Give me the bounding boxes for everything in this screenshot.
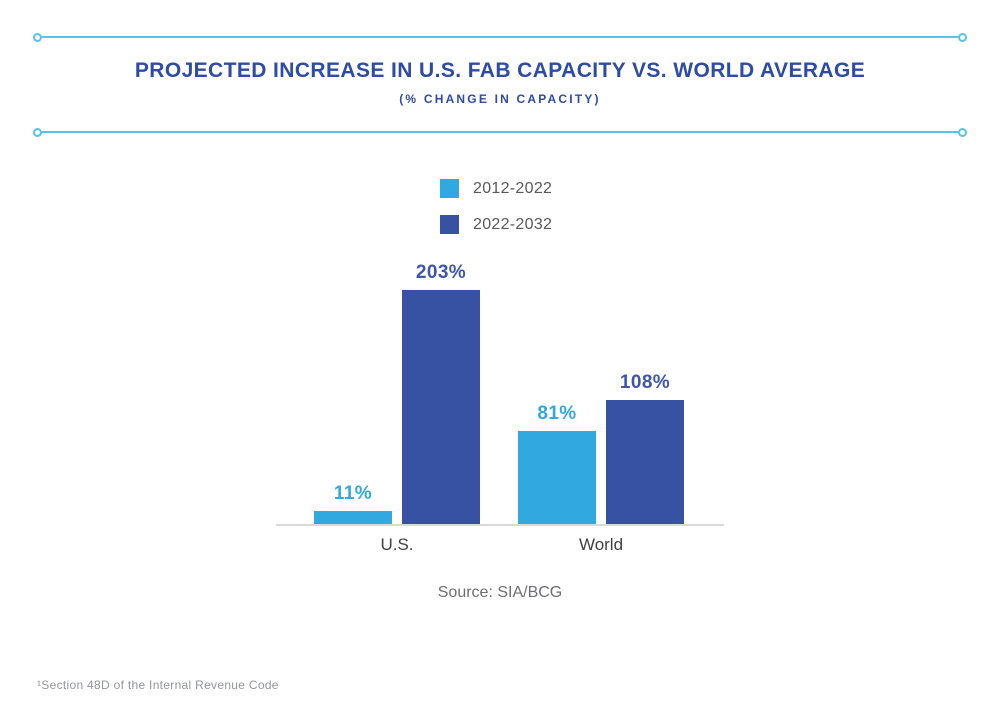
bar-world-2022-2032 <box>606 400 684 524</box>
bar-value-label: 11% <box>333 483 373 504</box>
footnote-text: ¹Section 48D of the Internal Revenue Cod… <box>37 678 279 692</box>
accent-line <box>42 36 958 38</box>
bar-wrap: 11% <box>314 483 392 524</box>
bar-us-2022-2032 <box>402 290 480 524</box>
bar-wrap: 108% <box>606 372 684 524</box>
bar-wrap: 81% <box>518 403 596 524</box>
circle-endpoint-icon <box>33 127 42 137</box>
legend-swatch-light-blue-icon <box>440 179 459 198</box>
circle-endpoint-icon <box>958 127 967 137</box>
accent-line <box>42 131 958 133</box>
bar-group-world: 81% 108% <box>518 372 684 524</box>
legend-item-2022-2032: 2022-2032 <box>440 215 560 234</box>
bar-group-us: 11% 203% <box>314 262 480 524</box>
chart-subtitle: (% CHANGE IN CAPACITY) <box>399 92 601 106</box>
bottom-accent-rule <box>33 127 967 137</box>
circle-endpoint-icon <box>33 32 42 42</box>
source-text: Source: SIA/BCG <box>437 584 563 601</box>
legend: 2012-2022 2022-2032 <box>0 179 1000 234</box>
legend-label: 2012-2022 <box>473 179 553 197</box>
bar-value-label: 81% <box>537 403 577 424</box>
top-accent-rule <box>33 32 967 42</box>
legend-label: 2022-2032 <box>473 215 553 233</box>
bar-value-label: 203% <box>415 262 467 283</box>
legend-item-2012-2022: 2012-2022 <box>440 179 560 198</box>
bar-wrap: 203% <box>402 262 480 524</box>
plot-area: 11% 203% 81% 108% <box>276 258 724 526</box>
x-axis-labels: U.S. World <box>276 535 724 555</box>
legend-swatch-dark-blue-icon <box>440 215 459 234</box>
x-axis-label-us: U.S. <box>380 535 414 554</box>
x-axis-label-world: World <box>578 535 624 554</box>
bar-us-2012-2022 <box>314 511 392 524</box>
chart-title: PROJECTED INCREASE IN U.S. FAB CAPACITY … <box>134 59 866 82</box>
bar-value-label: 108% <box>619 372 671 393</box>
bar-world-2012-2022 <box>518 431 596 524</box>
bar-chart: 11% 203% 81% 108% U.S. World <box>276 258 724 555</box>
circle-endpoint-icon <box>958 32 967 42</box>
